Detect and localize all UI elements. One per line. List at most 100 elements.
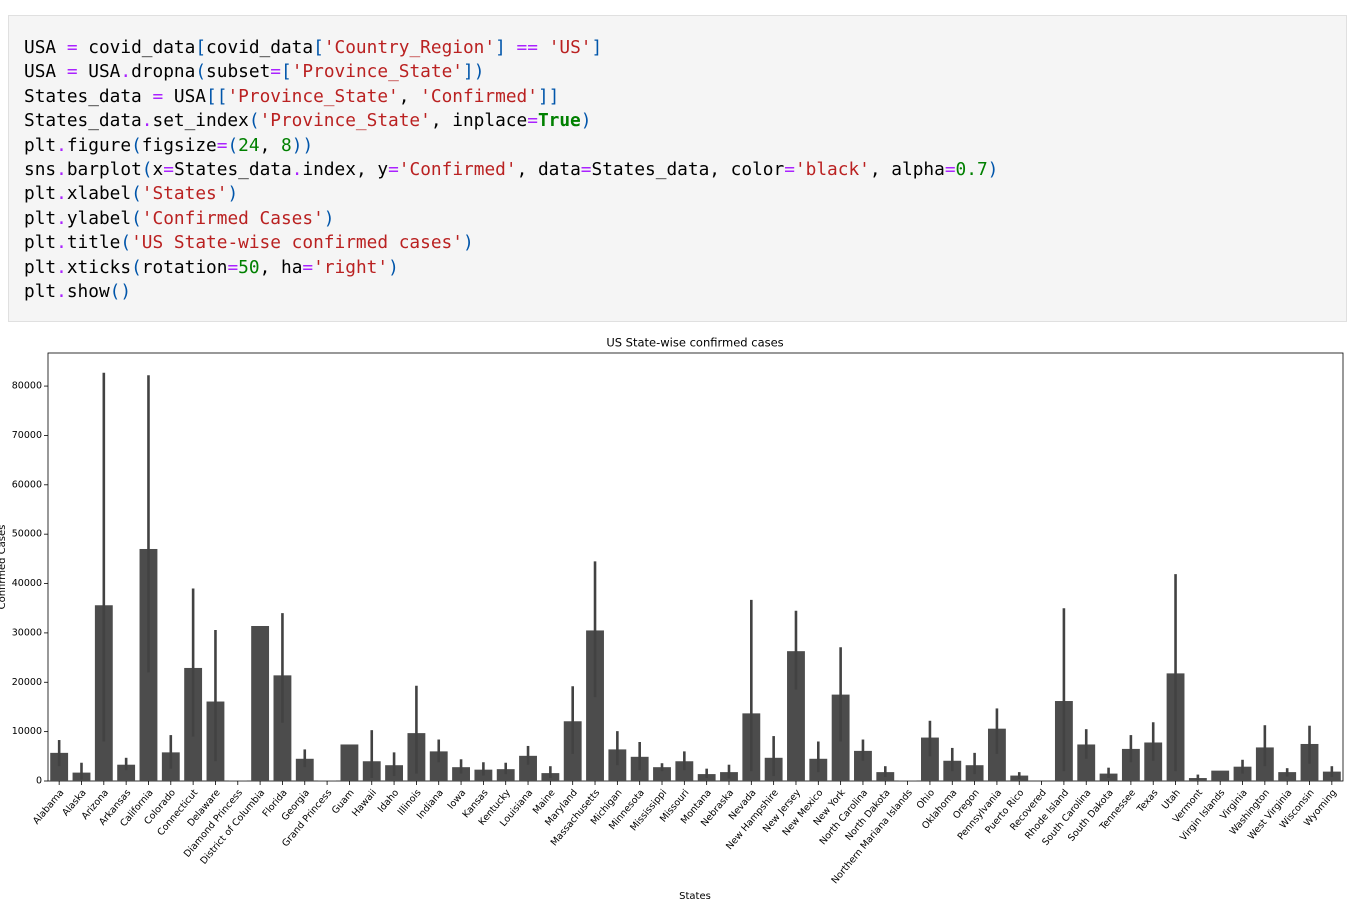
code-token: =	[163, 158, 174, 180]
code-token: True	[537, 110, 581, 132]
code-token: (	[227, 134, 239, 156]
code-token: 50	[238, 256, 260, 278]
code-token: .	[56, 183, 67, 205]
code-token: 'Province_State'	[227, 85, 399, 107]
bar	[653, 767, 671, 781]
bar	[273, 675, 292, 781]
code-token: 'States'	[141, 183, 228, 205]
code-token: =	[388, 158, 399, 180]
code-token: (	[131, 207, 142, 229]
bar	[1278, 772, 1297, 781]
code-token: 8	[281, 134, 292, 156]
code-token: .	[291, 158, 303, 180]
code-token: 'Confirmed'	[420, 85, 538, 107]
code-token: [	[195, 37, 207, 58]
x-tick-label: Texas	[1134, 787, 1160, 815]
code-token: .	[56, 280, 67, 302]
y-tick-label: 10000	[12, 726, 42, 737]
x-axis-label: States	[679, 891, 711, 902]
code-line: USA = USA.dropna(subset=['Province_State…	[24, 61, 485, 83]
y-tick-label: 80000	[12, 381, 42, 392]
x-tick-label: Alabama	[31, 787, 66, 826]
code-token: (	[248, 110, 260, 132]
code-token: ]	[495, 37, 506, 58]
code-token: =	[227, 256, 239, 278]
code-token: 'black'	[794, 158, 870, 180]
code-line: plt.title('US State-wise confirmed cases…	[24, 232, 474, 254]
code-token: ==	[516, 37, 538, 58]
code-token: ]	[537, 85, 549, 107]
y-axis-label: Confirmed Cases	[0, 525, 8, 610]
code-token: =	[302, 256, 314, 278]
code-token: =	[527, 110, 538, 132]
bar	[675, 761, 694, 781]
code-token: (	[120, 232, 132, 254]
chart-title: US State-wise confirmed cases	[606, 336, 783, 350]
y-tick-label: 0	[36, 776, 42, 787]
code-token: 24	[238, 134, 260, 156]
code-token: ]	[548, 85, 560, 107]
code-token: (	[141, 158, 153, 180]
code-token: =	[66, 37, 78, 58]
code-token: 'Province_State'	[259, 110, 431, 132]
code-line: States_data.set_index('Province_State', …	[24, 110, 592, 132]
code-token: )	[323, 207, 335, 229]
y-tick-label: 30000	[12, 627, 42, 638]
plot-frame	[47, 352, 1344, 782]
code-token: 'Country_Region'	[323, 37, 496, 58]
code-cell: USA = covid_data[covid_data['Country_Reg…	[8, 15, 1347, 322]
code-token: .	[56, 134, 67, 156]
code-token: )	[580, 110, 592, 132]
bar	[787, 651, 805, 781]
code-token: )	[987, 158, 999, 180]
code-token: )	[227, 183, 239, 205]
code-token: 0.7	[955, 158, 988, 180]
code-token: (	[131, 183, 142, 205]
y-tick-label: 20000	[12, 677, 42, 688]
code-line: plt.show()	[24, 280, 132, 302]
code-token: [	[313, 37, 324, 58]
code-token: 'US State-wise confirmed cases'	[131, 232, 463, 254]
code-token: =	[270, 61, 281, 83]
code-line: plt.figure(figsize=(24, 8))	[24, 134, 314, 156]
code-token: .	[141, 110, 153, 132]
code-token: [	[206, 85, 217, 107]
code-token: .	[120, 61, 132, 83]
code-token: 'Confirmed'	[398, 158, 517, 180]
code-token: .	[56, 207, 67, 229]
bar	[1121, 748, 1140, 781]
bar	[340, 744, 359, 781]
code-token: .	[56, 158, 67, 180]
bar	[50, 752, 69, 781]
bar	[1077, 744, 1096, 781]
code-token: )	[388, 256, 399, 278]
code-line: USA = covid_data[covid_data['Country_Reg…	[24, 37, 603, 58]
code-token: =	[66, 61, 78, 83]
code-token: .	[56, 256, 67, 278]
code-token: )	[291, 134, 303, 156]
code-token: (	[109, 280, 121, 302]
bar	[921, 737, 939, 781]
bar	[1233, 766, 1252, 781]
bar	[519, 755, 537, 781]
code-token: 'Province_State'	[291, 61, 464, 83]
bar	[117, 764, 136, 781]
code-token: =	[580, 158, 592, 180]
bar	[496, 769, 515, 781]
y-tick-label: 60000	[12, 479, 42, 490]
code-token: ]	[463, 61, 474, 83]
bar	[452, 767, 470, 781]
bar	[1211, 770, 1230, 781]
code-token: 'right'	[313, 256, 389, 278]
code-block: USA = covid_data[covid_data['Country_Reg…	[24, 36, 998, 304]
code-token: 'US'	[548, 37, 592, 58]
bar	[429, 751, 448, 781]
x-tick-label: Hawaii	[350, 787, 379, 818]
code-token: (	[195, 61, 207, 83]
code-token: [	[281, 61, 292, 83]
code-token: =	[152, 85, 164, 107]
code-token: )	[120, 280, 132, 302]
code-token: )	[462, 232, 474, 254]
